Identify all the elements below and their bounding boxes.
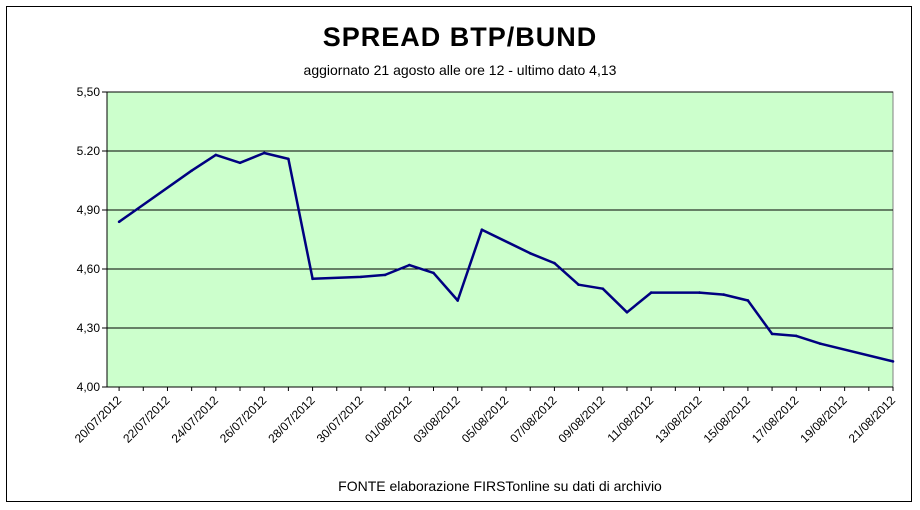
x-tick-label: 30/07/2012 xyxy=(314,393,367,446)
x-tick-label: 05/08/2012 xyxy=(459,393,512,446)
data-point xyxy=(432,271,435,275)
data-point xyxy=(117,220,121,224)
series-line xyxy=(118,151,894,363)
data-point xyxy=(528,251,532,255)
y-axis-ticks: 4,00 4,30 4,60 4,90 5.20 5,50 xyxy=(77,85,107,394)
data-point xyxy=(359,275,363,279)
chart-title: SPREAD BTP/BUND xyxy=(322,22,598,52)
data-point xyxy=(553,261,556,265)
y-tick-label: 4,60 xyxy=(77,262,101,276)
y-tick-label: 5,50 xyxy=(77,85,101,99)
data-point xyxy=(408,263,411,267)
data-point xyxy=(311,277,314,281)
y-tick-label: 4,00 xyxy=(77,380,101,394)
x-tick-label: 26/07/2012 xyxy=(217,393,270,446)
x-tick-label: 22/07/2012 xyxy=(120,393,173,446)
data-point xyxy=(577,283,580,287)
x-tick-label: 17/08/2012 xyxy=(749,393,802,446)
x-tick-label: 21/08/2012 xyxy=(846,393,899,446)
data-point xyxy=(746,299,750,302)
x-tick-label: 20/07/2012 xyxy=(72,393,125,446)
y-tick-label: 5.20 xyxy=(77,144,101,158)
chart-subtitle: aggiornato 21 agosto alle ore 12 - ultim… xyxy=(303,62,617,78)
axes xyxy=(106,92,893,388)
data-point xyxy=(722,293,726,296)
data-point xyxy=(190,169,193,172)
x-tick-label: 15/08/2012 xyxy=(701,393,754,446)
x-tick-label: 24/07/2012 xyxy=(169,393,222,446)
data-point xyxy=(287,157,290,161)
data-point xyxy=(794,334,798,338)
data-point xyxy=(891,360,895,363)
data-point xyxy=(238,161,242,165)
x-tick-label: 13/08/2012 xyxy=(652,393,705,446)
x-tick-label: 28/07/2012 xyxy=(265,393,318,446)
data-point xyxy=(601,287,605,290)
x-tick-label: 09/08/2012 xyxy=(556,393,609,446)
gridlines xyxy=(107,91,893,329)
data-point xyxy=(819,342,822,346)
data-point xyxy=(383,273,387,277)
data-point xyxy=(770,332,774,336)
x-tick-label: 01/08/2012 xyxy=(362,393,415,446)
y-tick-label: 4,30 xyxy=(77,321,101,335)
data-point xyxy=(456,299,459,302)
data-point xyxy=(698,291,701,294)
x-tick-label: 03/08/2012 xyxy=(410,393,463,446)
chart-source: FONTE elaborazione FIRSTonline su dati d… xyxy=(338,478,662,494)
data-point xyxy=(625,310,629,314)
data-point xyxy=(262,151,266,155)
x-axis-ticks: 20/07/201222/07/201224/07/201226/07/2012… xyxy=(72,387,899,446)
data-point xyxy=(214,153,218,157)
x-tick-label: 19/08/2012 xyxy=(797,393,850,446)
series-layer xyxy=(117,151,895,363)
data-point xyxy=(649,291,653,294)
y-tick-label: 4,90 xyxy=(77,203,101,217)
x-tick-label: 11/08/2012 xyxy=(605,393,657,445)
data-point xyxy=(480,228,484,231)
x-tick-label: 07/08/2012 xyxy=(507,393,560,446)
